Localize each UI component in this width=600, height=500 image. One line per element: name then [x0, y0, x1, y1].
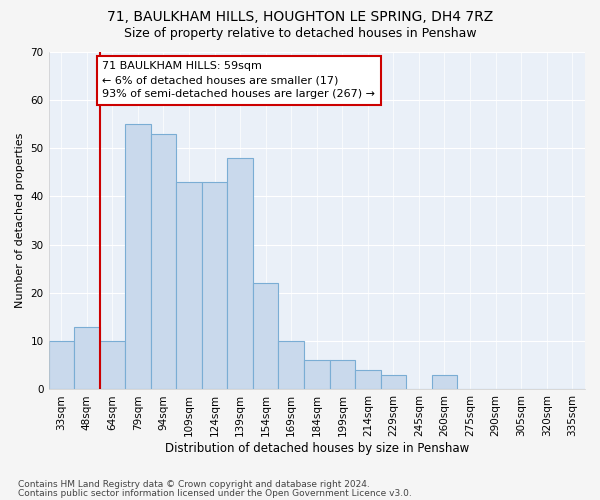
- Bar: [100, 341, 125, 390]
- Bar: [74, 326, 100, 390]
- X-axis label: Distribution of detached houses by size in Penshaw: Distribution of detached houses by size …: [164, 442, 469, 455]
- Bar: [125, 124, 151, 390]
- Bar: [176, 182, 202, 390]
- Bar: [227, 158, 253, 390]
- Bar: [253, 283, 278, 390]
- Text: Contains public sector information licensed under the Open Government Licence v3: Contains public sector information licen…: [18, 488, 412, 498]
- Bar: [49, 341, 74, 390]
- Bar: [355, 370, 380, 390]
- Text: Contains HM Land Registry data © Crown copyright and database right 2024.: Contains HM Land Registry data © Crown c…: [18, 480, 370, 489]
- Bar: [151, 134, 176, 390]
- Bar: [380, 375, 406, 390]
- Bar: [329, 360, 355, 390]
- Bar: [432, 375, 457, 390]
- Text: 71 BAULKHAM HILLS: 59sqm
← 6% of detached houses are smaller (17)
93% of semi-de: 71 BAULKHAM HILLS: 59sqm ← 6% of detache…: [102, 61, 375, 99]
- Bar: [278, 341, 304, 390]
- Text: 71, BAULKHAM HILLS, HOUGHTON LE SPRING, DH4 7RZ: 71, BAULKHAM HILLS, HOUGHTON LE SPRING, …: [107, 10, 493, 24]
- Bar: [304, 360, 329, 390]
- Bar: [202, 182, 227, 390]
- Text: Size of property relative to detached houses in Penshaw: Size of property relative to detached ho…: [124, 28, 476, 40]
- Y-axis label: Number of detached properties: Number of detached properties: [15, 133, 25, 308]
